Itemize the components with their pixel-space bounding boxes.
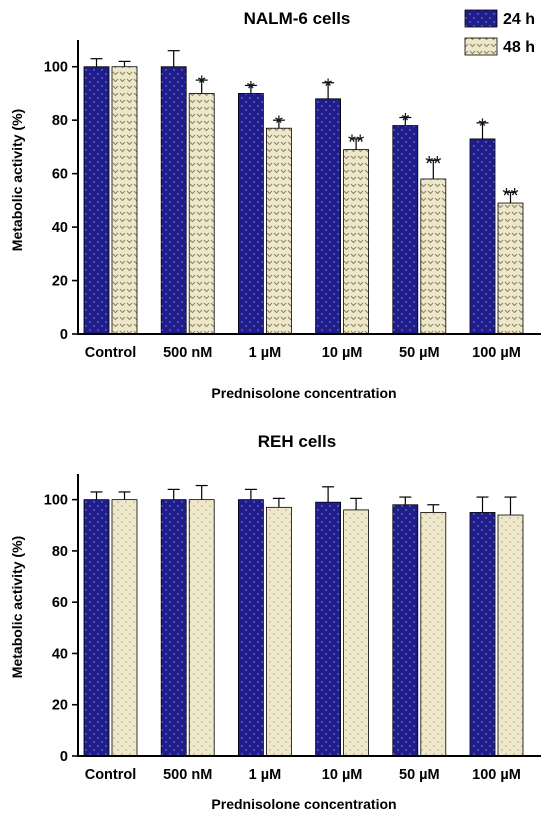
error-bars-nalm6 <box>90 50 517 204</box>
significance-nalm6-48h-2: * <box>275 112 283 135</box>
x-tick-label-nalm6-2: 1 µM <box>249 345 282 361</box>
x-tick-label-reh-0: Control <box>85 767 137 783</box>
bars-reh <box>83 499 524 757</box>
significance-nalm6-24h-4: * <box>401 110 409 133</box>
significance-nalm6-24h-2: * <box>247 77 255 100</box>
bar-reh-24h-1 <box>160 499 187 757</box>
y-axis-title-reh: Metabolic activity (%) <box>9 536 25 678</box>
chart-title-reh: REH cells <box>258 432 336 451</box>
x-tick-label-nalm6-5: 100 µM <box>472 345 521 361</box>
y-tick-label-reh-100: 100 <box>44 493 68 509</box>
significance-nalm6-24h-3: * <box>324 75 332 98</box>
y-ticks-reh: 0 20 40 60 80 100 <box>44 493 78 765</box>
x-tick-label-nalm6-1: 500 nM <box>163 345 212 361</box>
x-tick-label-reh-2: 1 µM <box>249 767 282 783</box>
bar-reh-24h-0 <box>83 499 110 757</box>
x-tick-label-reh-3: 10 µM <box>322 767 363 783</box>
x-tick-label-reh-1: 500 nM <box>163 767 212 783</box>
significance-nalm6-48h-1: * <box>198 72 206 95</box>
reh-chart-panel: REH cells Metabolic activity (%) Prednis… <box>9 432 541 812</box>
legend: 24 h 48 h <box>464 9 535 56</box>
y-tick-label-nalm6-60: 60 <box>52 167 68 183</box>
bar-reh-24h-4 <box>392 504 419 757</box>
bar-reh-48h-5 <box>497 514 524 757</box>
bar-reh-48h-1 <box>188 499 215 757</box>
y-tick-label-reh-20: 20 <box>52 698 68 714</box>
legend-swatch-24h <box>464 9 498 28</box>
bar-nalm6-48h-5 <box>497 202 524 335</box>
error-bars-reh <box>90 484 517 516</box>
y-tick-label-nalm6-100: 100 <box>44 60 68 76</box>
bar-nalm6-24h-2 <box>237 93 264 335</box>
x-ticks-nalm6: Control 500 nM 1 µM 10 µM 50 µM 100 µM <box>85 345 521 361</box>
significance-nalm6-48h-5: ** <box>502 184 518 207</box>
x-tick-label-reh-5: 100 µM <box>472 767 521 783</box>
bar-nalm6-24h-0 <box>83 66 110 335</box>
y-tick-label-nalm6-40: 40 <box>52 220 68 236</box>
x-tick-label-nalm6-3: 10 µM <box>322 345 363 361</box>
x-tick-label-nalm6-0: Control <box>85 345 137 361</box>
bar-reh-24h-2 <box>237 499 264 757</box>
y-tick-label-reh-40: 40 <box>52 646 68 662</box>
bar-reh-48h-0 <box>111 499 138 757</box>
x-axis-title-reh: Prednisolone concentration <box>211 796 396 812</box>
bar-reh-24h-3 <box>315 501 342 757</box>
bar-nalm6-24h-4 <box>392 125 419 335</box>
bar-reh-24h-5 <box>469 512 496 757</box>
x-axis-title-nalm6: Prednisolone concentration <box>211 385 396 401</box>
y-tick-label-nalm6-80: 80 <box>52 113 68 129</box>
bar-reh-48h-2 <box>265 506 292 757</box>
x-tick-label-nalm6-4: 50 µM <box>399 345 440 361</box>
bars-nalm6 <box>83 66 524 335</box>
bar-reh-48h-4 <box>420 512 447 757</box>
bar-nalm6-48h-1 <box>188 93 215 335</box>
significance-nalm6-48h-4: ** <box>425 152 441 175</box>
bar-nalm6-48h-0 <box>111 66 138 335</box>
y-tick-label-reh-80: 80 <box>52 544 68 560</box>
bar-nalm6-24h-5 <box>469 138 496 335</box>
significance-marks-nalm6: * *********** <box>198 72 519 207</box>
y-tick-label-nalm6-20: 20 <box>52 274 68 290</box>
axes-reh <box>77 474 541 757</box>
bar-reh-48h-3 <box>343 509 370 757</box>
bar-nalm6-48h-4 <box>420 178 447 335</box>
nalm6-chart-panel: NALM-6 cells Metabolic activity (%) Pred… <box>9 9 541 401</box>
chart-title-nalm6: NALM-6 cells <box>244 9 351 28</box>
legend-label-24h: 24 h <box>503 11 535 28</box>
x-ticks-reh: Control 500 nM 1 µM 10 µM 50 µM 100 µM <box>85 767 521 783</box>
y-ticks-nalm6: 0 20 40 60 80 100 <box>44 60 78 343</box>
bar-nalm6-48h-2 <box>265 127 292 335</box>
y-axis-title-nalm6: Metabolic activity (%) <box>9 109 25 251</box>
significance-nalm6-48h-3: ** <box>348 131 364 154</box>
axes-nalm6 <box>77 40 541 335</box>
bar-nalm6-24h-1 <box>160 66 187 335</box>
y-tick-label-nalm6-0: 0 <box>60 327 68 343</box>
bar-nalm6-48h-3 <box>343 149 370 335</box>
y-tick-label-reh-0: 0 <box>60 749 68 765</box>
y-tick-label-reh-60: 60 <box>52 595 68 611</box>
x-tick-label-reh-4: 50 µM <box>399 767 440 783</box>
legend-label-48h: 48 h <box>503 39 535 56</box>
significance-nalm6-24h-5: * <box>478 115 486 138</box>
legend-swatch-48h <box>464 37 498 56</box>
bar-nalm6-24h-3 <box>315 98 342 335</box>
